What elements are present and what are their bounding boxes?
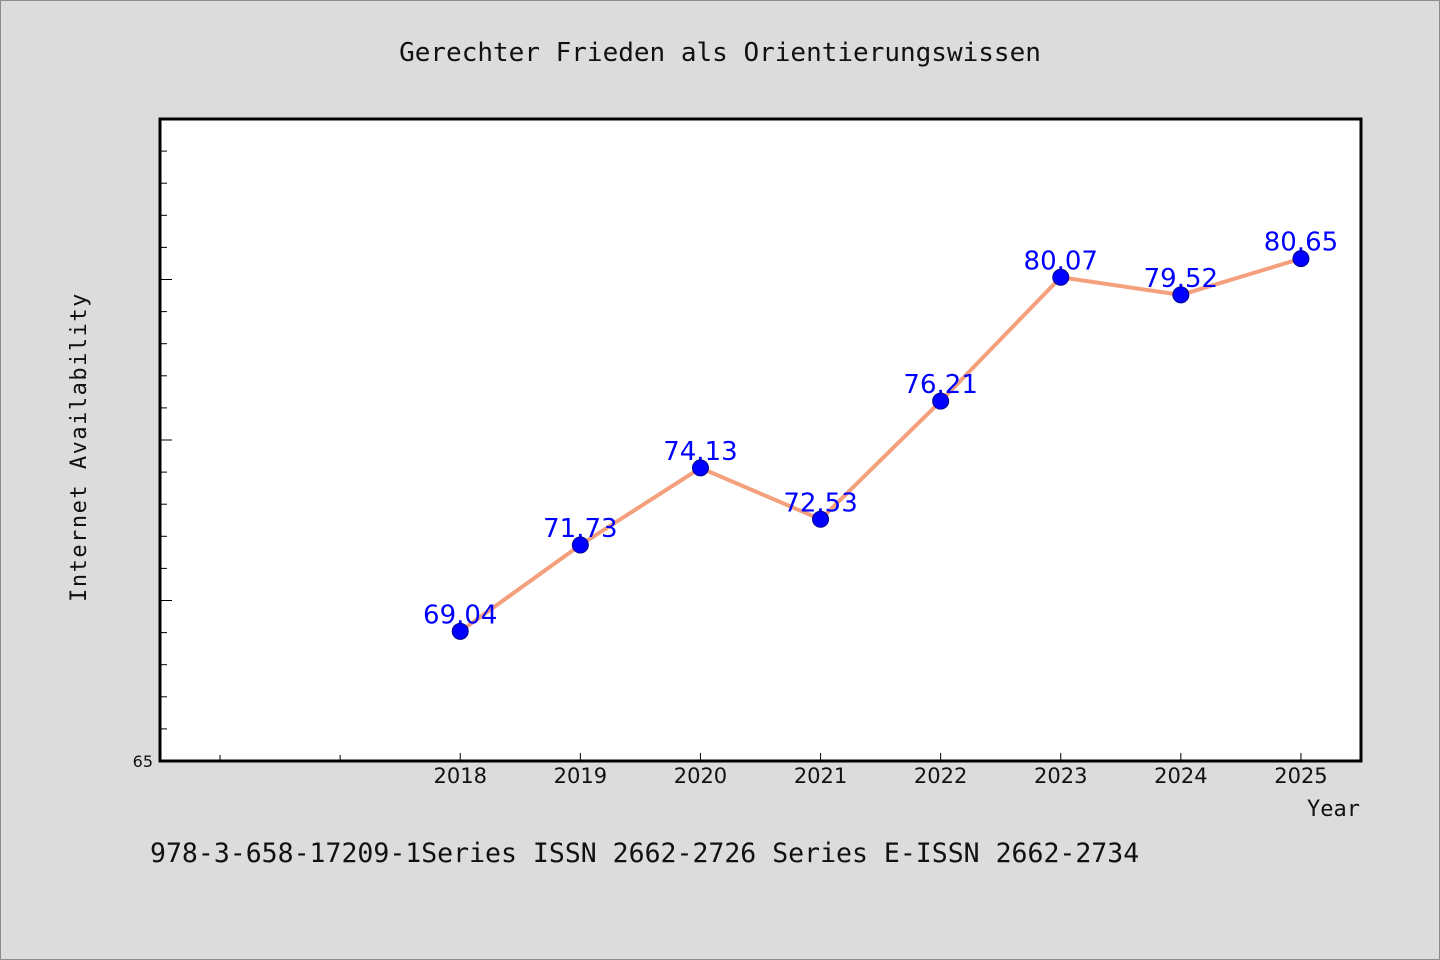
data-point (1292, 250, 1310, 268)
x-tick-label: 2025 (1274, 764, 1327, 788)
x-axis-label: Year (1307, 797, 1360, 822)
footer-isbn-text: 978-3-658-17209-1Series ISSN 2662-2726 S… (150, 838, 1139, 869)
x-tick-label: 2021 (794, 764, 847, 788)
data-point (812, 510, 830, 528)
data-point (1172, 286, 1190, 304)
x-tick-label: 2024 (1154, 764, 1207, 788)
x-tick-label: 2022 (914, 764, 967, 788)
data-point (932, 392, 950, 410)
data-point (1052, 268, 1070, 286)
data-point (691, 459, 709, 477)
plot-border (158, 117, 1363, 763)
x-tick-label: 2020 (674, 764, 727, 788)
y-tick-label: 65 (133, 752, 153, 771)
data-point (451, 622, 469, 640)
plot-area (160, 119, 1361, 761)
axes: 65 2018 2019 2020 2021 2022 2023 2024 2025 (133, 150, 1328, 788)
data-point (571, 536, 589, 554)
x-tick-label: 2018 (434, 764, 487, 788)
x-tick-label: 2023 (1034, 764, 1087, 788)
y-axis-label: Internet Availability (67, 292, 92, 602)
series-line (458, 256, 1303, 634)
chart-title: Gerechter Frieden als Orientierungswisse… (399, 38, 1041, 68)
x-tick-label: 2019 (554, 764, 607, 788)
